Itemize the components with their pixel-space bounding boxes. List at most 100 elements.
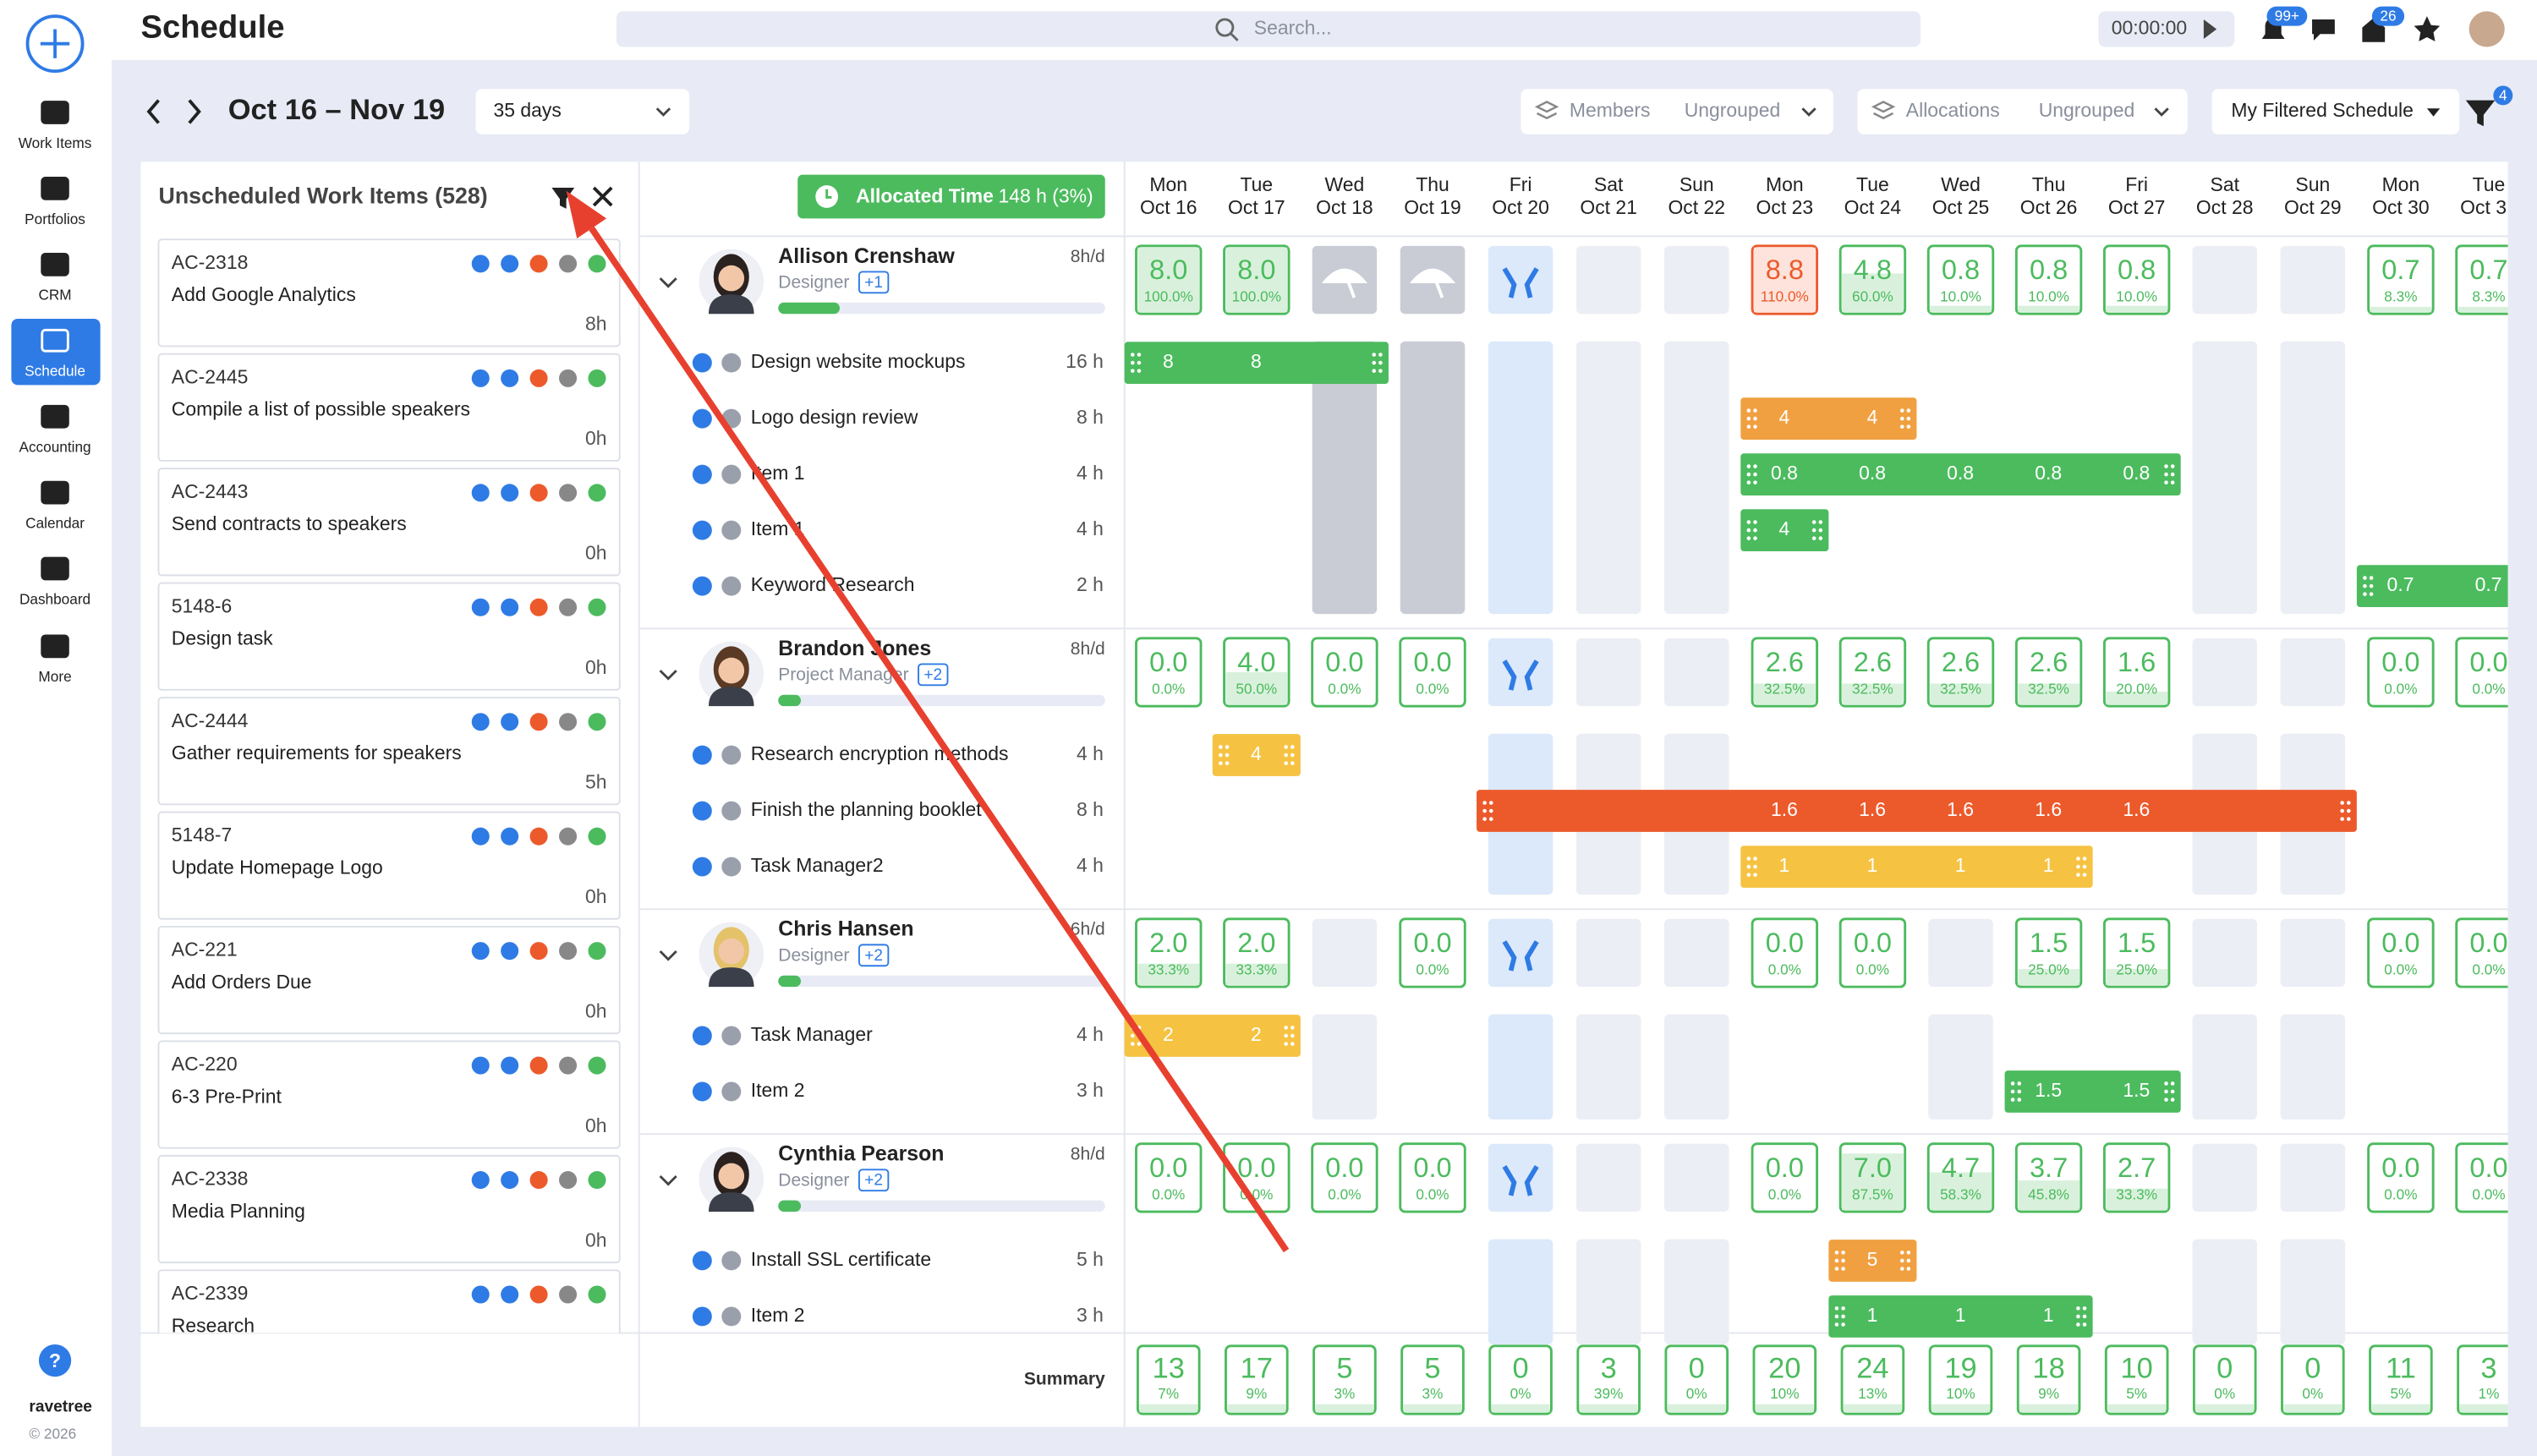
summary-percent: 13% xyxy=(1858,1385,1887,1402)
create-button[interactable] xyxy=(25,14,85,74)
summary-strip xyxy=(1755,1404,1814,1413)
task-hours: 2 h xyxy=(1077,573,1104,595)
drag-handle xyxy=(1137,360,1142,365)
nav-arrows[interactable] xyxy=(146,99,201,124)
info-icon[interactable] xyxy=(692,576,712,596)
cell-value: 2.7 xyxy=(2118,1152,2156,1183)
expand-chevron[interactable] xyxy=(659,670,677,681)
drag-handle xyxy=(2170,1097,2175,1102)
drag-handle xyxy=(2363,583,2367,588)
timer[interactable] xyxy=(2098,11,2235,47)
star-icon[interactable] xyxy=(2414,16,2441,41)
timer-play[interactable] xyxy=(2203,19,2217,39)
nav-icon[interactable] xyxy=(41,634,69,659)
allocation-bar[interactable] xyxy=(1828,1240,1917,1282)
cell-value: 0.0 xyxy=(1325,1152,1363,1183)
info-icon[interactable] xyxy=(692,1026,712,1046)
allocation-bar[interactable] xyxy=(2004,1070,2181,1113)
drag-handle xyxy=(1378,360,1383,365)
item-icon xyxy=(529,942,548,961)
allocation-bar[interactable] xyxy=(1828,1295,2093,1338)
members-select[interactable] xyxy=(1521,89,1833,134)
search-icon xyxy=(1230,33,1239,41)
bar-label: 0.7 xyxy=(2387,573,2414,595)
allocation-bar[interactable] xyxy=(1124,342,1389,384)
info-icon[interactable] xyxy=(692,353,712,373)
drag-handle xyxy=(2170,464,2175,468)
task-name: Task Manager xyxy=(751,1023,873,1045)
allocation-bar[interactable] xyxy=(1124,1015,1301,1057)
chevron xyxy=(1801,107,1816,117)
bar-label: 1.6 xyxy=(2123,798,2150,820)
item-icon xyxy=(501,598,519,616)
drag-handle xyxy=(2164,480,2168,484)
view-select[interactable] xyxy=(2211,89,2460,134)
day-cell-holiday xyxy=(1488,638,1553,707)
info-icon[interactable] xyxy=(692,520,712,540)
drag-handle xyxy=(1225,761,1230,765)
search-box[interactable] xyxy=(616,11,1921,47)
allocation-bar[interactable] xyxy=(1740,453,2181,495)
info-icon[interactable] xyxy=(692,745,712,765)
nav-icon[interactable] xyxy=(41,404,69,429)
holiday-icon xyxy=(1502,660,1539,691)
vacation-icon xyxy=(1409,268,1456,298)
allocation-bar[interactable] xyxy=(1740,846,2093,888)
expand-chevron[interactable] xyxy=(659,277,677,288)
allocation-bar[interactable] xyxy=(1477,790,2357,832)
period-select[interactable] xyxy=(475,89,690,134)
allocations-select[interactable] xyxy=(1857,89,2188,134)
day-cell-holiday xyxy=(1488,1143,1553,1212)
info-icon[interactable] xyxy=(692,464,712,484)
allocation-bar[interactable] xyxy=(1212,734,1301,776)
item-icon xyxy=(471,369,490,387)
panel-close[interactable] xyxy=(592,186,613,207)
nav-icon[interactable] xyxy=(41,480,69,505)
info-icon[interactable] xyxy=(692,1081,712,1102)
day-column-off xyxy=(1312,1014,1378,1120)
nav-icon[interactable] xyxy=(41,101,69,124)
info-icon[interactable] xyxy=(692,857,712,877)
drag-handle xyxy=(2170,472,2175,477)
info-icon[interactable] xyxy=(692,1251,712,1271)
filter-button[interactable] xyxy=(2465,100,2496,127)
nav-icon[interactable] xyxy=(41,328,69,353)
summary-strip xyxy=(1843,1404,1902,1413)
info-icon[interactable] xyxy=(692,408,712,429)
day-date: Oct 23 xyxy=(1756,196,1814,218)
allocation-bar[interactable] xyxy=(1740,509,1829,551)
drag-handle xyxy=(1906,424,1911,429)
nav-icon[interactable] xyxy=(41,177,69,200)
work-item-hours: 0h xyxy=(585,656,607,678)
chat-icon[interactable] xyxy=(2312,19,2335,41)
work-item-card[interactable] xyxy=(157,1269,621,1377)
day-cell-fill xyxy=(1225,963,1288,986)
person-role: Designer xyxy=(778,1170,849,1190)
drag-handle xyxy=(1753,520,1757,524)
cell-value: 1.6 xyxy=(2118,647,2156,677)
role-badge xyxy=(918,663,949,687)
expand-chevron[interactable] xyxy=(659,1174,677,1186)
cell-percent: 0.0% xyxy=(1856,961,1889,978)
help-button[interactable] xyxy=(38,1344,72,1377)
day-cell-fill xyxy=(2106,305,2168,313)
expand-chevron[interactable] xyxy=(659,950,677,961)
drag-handle xyxy=(1899,408,1904,413)
allocation-bar[interactable] xyxy=(1740,397,1917,440)
nav-icon[interactable] xyxy=(41,252,69,276)
drag-handle xyxy=(2369,583,2374,588)
day-column-holiday xyxy=(1488,341,1553,615)
info-icon[interactable] xyxy=(692,1306,712,1327)
avatar-body xyxy=(709,294,754,315)
nav-label: Work Items xyxy=(19,134,92,151)
summary-percent: 9% xyxy=(2038,1385,2059,1402)
drag-handle xyxy=(1746,464,1751,468)
day-name: Tue xyxy=(1856,173,1889,195)
allocated-time[interactable] xyxy=(797,174,1105,219)
nav-icon[interactable] xyxy=(41,556,69,581)
user-avatar[interactable] xyxy=(2469,11,2505,47)
work-item-name: Gather requirements for speakers xyxy=(172,742,462,764)
info-icon[interactable] xyxy=(692,801,712,821)
allocation-bar[interactable] xyxy=(2356,565,2533,607)
role-extra: +2 xyxy=(864,947,883,965)
